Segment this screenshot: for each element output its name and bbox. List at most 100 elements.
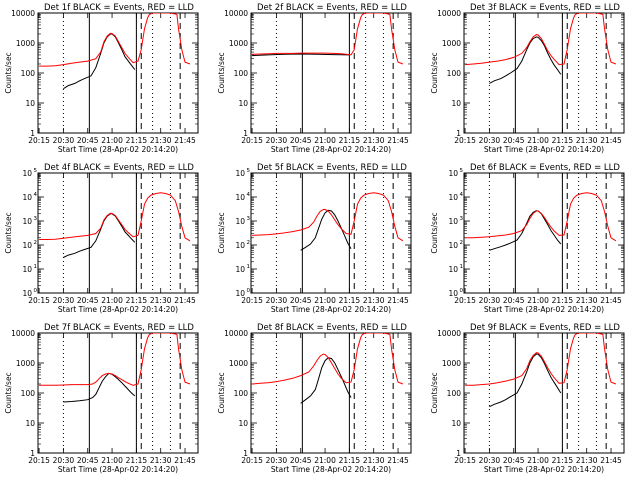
y-tick-exponent: 0 <box>34 288 38 294</box>
chart-title: Det 2f BLACK = Events, RED = LLD <box>257 3 407 13</box>
y-tick-exponent: 5 <box>247 168 251 174</box>
x-tick-label: 21:15 <box>126 296 148 305</box>
x-tick-label: 21:30 <box>363 456 385 465</box>
series-line-events <box>63 33 136 90</box>
x-tick-label: 20:45 <box>503 136 525 145</box>
x-tick-label: 20:15 <box>241 296 263 305</box>
x-tick-label: 20:45 <box>77 136 99 145</box>
x-axis-label: Start Time (28-Apr-02 20:14:20) <box>484 145 604 154</box>
x-axis-label: Start Time (28-Apr-02 20:14:20) <box>271 305 391 314</box>
x-tick-label: 21:15 <box>126 456 148 465</box>
x-tick-label: 20:15 <box>454 296 476 305</box>
y-tick-exponent: 3 <box>34 216 38 222</box>
y-tick-label: 1000 <box>16 39 35 48</box>
y-tick-label: 1000 <box>442 39 461 48</box>
y-tick-label: 10000 <box>437 9 461 18</box>
y-tick-label: 100 <box>21 69 36 78</box>
x-tick-label: 20:30 <box>53 296 75 305</box>
y-tick-label: 10 <box>25 99 35 108</box>
x-tick-label: 21:45 <box>600 296 622 305</box>
y-axis-label: Counts/sec <box>4 52 13 93</box>
x-tick-label: 20:30 <box>479 456 501 465</box>
y-tick-label: 100 <box>234 69 249 78</box>
x-tick-label: 21:00 <box>527 296 549 305</box>
x-axis-label: Start Time (28-Apr-02 20:14:20) <box>58 465 178 474</box>
y-tick-label: 10 <box>22 289 32 298</box>
chart-title: Det 9f BLACK = Events, RED = LLD <box>470 323 620 333</box>
y-tick-exponent: 1 <box>460 264 464 270</box>
x-tick-label: 21:30 <box>363 136 385 145</box>
y-tick-exponent: 0 <box>460 288 464 294</box>
y-tick-exponent: 2 <box>34 240 38 246</box>
x-axis-label: Start Time (28-Apr-02 20:14:20) <box>271 465 391 474</box>
x-tick-label: 21:45 <box>600 136 622 145</box>
x-tick-label: 21:00 <box>527 136 549 145</box>
y-axis-label: Counts/sec <box>430 212 439 253</box>
x-tick-label: 21:30 <box>576 456 598 465</box>
series-line-lld <box>252 333 404 385</box>
y-tick-label: 1 <box>243 129 248 138</box>
y-tick-label: 1 <box>30 129 35 138</box>
x-tick-label: 21:45 <box>174 296 196 305</box>
x-tick-label: 21:45 <box>387 136 409 145</box>
plot-frame <box>463 172 625 294</box>
chart-title: Det 5f BLACK = Events, RED = LLD <box>257 163 407 173</box>
x-tick-label: 20:15 <box>28 296 50 305</box>
y-tick-label: 1000 <box>229 359 248 368</box>
x-tick-label: 21:00 <box>314 456 336 465</box>
y-tick-exponent: 2 <box>460 240 464 246</box>
x-tick-label: 20:45 <box>290 456 312 465</box>
x-tick-label: 20:45 <box>503 456 525 465</box>
x-tick-label: 20:30 <box>53 136 75 145</box>
x-axis-label: Start Time (28-Apr-02 20:14:20) <box>58 145 178 154</box>
y-tick-label: 10 <box>22 241 32 250</box>
plot-frame <box>37 12 199 134</box>
y-tick-label: 10000 <box>11 9 35 18</box>
y-tick-exponent: 3 <box>460 216 464 222</box>
x-tick-label: 21:00 <box>101 456 123 465</box>
series-line-lld <box>39 333 191 386</box>
y-tick-exponent: 5 <box>460 168 464 174</box>
x-tick-label: 20:15 <box>28 456 50 465</box>
y-tick-label: 1000 <box>16 359 35 368</box>
x-tick-label: 20:30 <box>266 456 288 465</box>
y-tick-exponent: 5 <box>34 168 38 174</box>
plot-frame <box>463 12 625 134</box>
y-tick-label: 100 <box>447 389 462 398</box>
x-tick-label: 20:45 <box>77 456 99 465</box>
series-line-lld <box>465 13 617 66</box>
y-tick-exponent: 0 <box>247 288 251 294</box>
x-tick-label: 21:30 <box>150 456 172 465</box>
y-tick-exponent: 4 <box>247 192 251 198</box>
x-tick-label: 20:15 <box>454 456 476 465</box>
x-tick-label: 21:30 <box>150 136 172 145</box>
x-tick-label: 21:30 <box>150 296 172 305</box>
chart-title: Det 8f BLACK = Events, RED = LLD <box>257 323 407 333</box>
x-tick-label: 21:45 <box>174 456 196 465</box>
x-tick-label: 21:30 <box>363 296 385 305</box>
y-axis-label: Counts/sec <box>430 372 439 413</box>
chart-title: Det 6f BLACK = Events, RED = LLD <box>470 163 620 173</box>
y-tick-exponent: 4 <box>34 192 38 198</box>
x-tick-label: 21:00 <box>101 296 123 305</box>
y-tick-label: 10 <box>448 193 458 202</box>
chart-title: Det 3f BLACK = Events, RED = LLD <box>470 3 620 13</box>
y-tick-label: 10 <box>238 99 248 108</box>
x-tick-label: 20:30 <box>266 136 288 145</box>
y-tick-label: 10 <box>448 241 458 250</box>
y-tick-label: 10 <box>22 169 32 178</box>
x-tick-label: 21:15 <box>552 296 574 305</box>
x-axis-label: Start Time (28-Apr-02 20:14:20) <box>271 145 391 154</box>
y-tick-label: 10 <box>235 289 245 298</box>
y-tick-label: 10 <box>235 265 245 274</box>
y-tick-exponent: 4 <box>460 192 464 198</box>
y-axis-label: Counts/sec <box>4 372 13 413</box>
y-tick-label: 10 <box>235 193 245 202</box>
